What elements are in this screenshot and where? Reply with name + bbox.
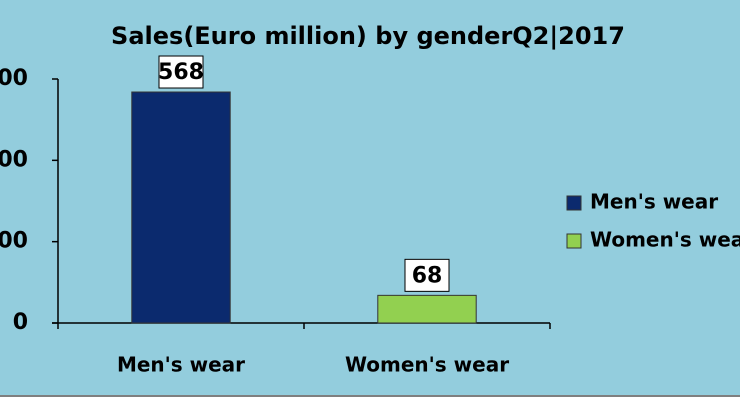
data-label-box [158, 55, 204, 89]
y-tick-label: 0 [13, 310, 28, 335]
data-label-box [404, 258, 450, 292]
y-tick-label: 200 [0, 229, 28, 254]
bar [131, 91, 231, 324]
y-tick-label: 600 [0, 66, 28, 91]
y-tick-label: 400 [0, 147, 28, 172]
chart-title: Sales(Euro million) by genderQ2|2017 [111, 22, 625, 50]
data-label: 68 [412, 263, 443, 288]
bar [377, 294, 477, 324]
legend-swatch [566, 195, 582, 211]
x-tick-label: Women's wear [345, 353, 509, 377]
legend-label: Men's wear [590, 190, 718, 214]
legend-swatch [566, 233, 582, 249]
x-tick-label: Men's wear [117, 353, 245, 377]
legend-label: Women's wear [590, 228, 740, 252]
data-label: 568 [158, 60, 204, 85]
